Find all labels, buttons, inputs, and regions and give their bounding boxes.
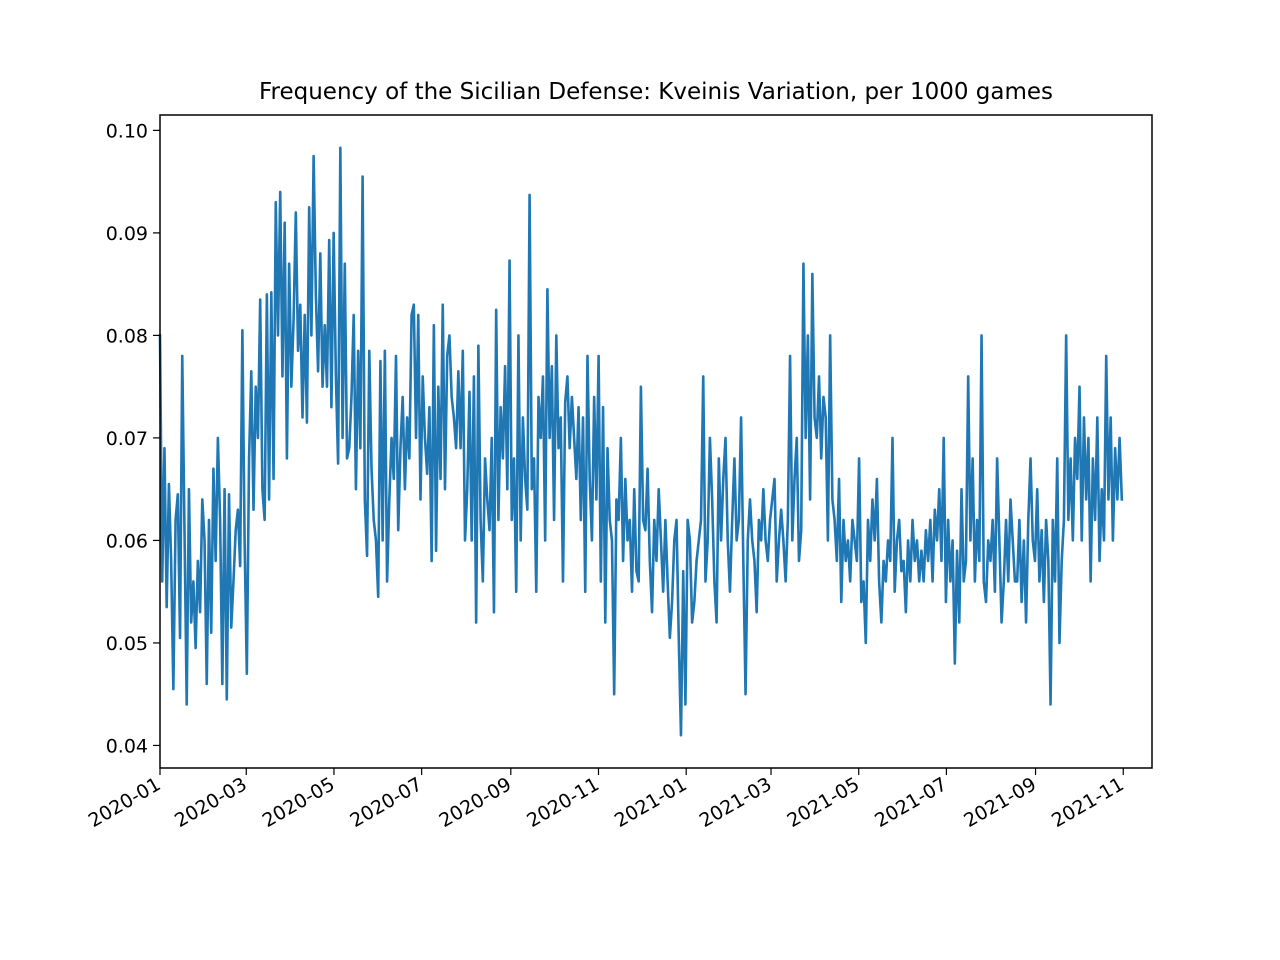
x-tick-label: 2021-07 [871,773,951,832]
x-tick-label: 2021-03 [696,773,776,832]
y-tick-label: 0.09 [106,223,148,245]
x-tick-label: 2021-09 [960,773,1040,832]
x-tick-label: 2021-01 [611,773,691,832]
x-tick-label: 2020-07 [346,773,426,832]
series-layer [158,146,1124,737]
x-tick-label: 2020-03 [171,773,251,832]
plot-background [160,115,1152,768]
x-axis: 2020-01 2020-03 2020-05 2020-07 2020-09 2020-… [85,768,1128,832]
x-tick-label: 2021-11 [1048,773,1128,832]
y-tick-label: 0.07 [106,428,148,450]
chart-title: Frequency of the Sicilian Defense: Kvein… [259,79,1053,105]
y-tick-label: 0.10 [106,120,148,142]
x-tick-label: 2020-01 [85,773,165,832]
y-tick-label: 0.05 [106,633,148,655]
x-tick-label: 2020-05 [259,773,339,832]
plot-frame [159,114,1153,769]
x-tick-label: 2020-09 [436,773,516,832]
y-tick-label: 0.08 [106,325,148,347]
series-line [158,146,1124,737]
y-tick-label: 0.04 [106,735,148,757]
x-tick-label: 2020-11 [523,773,603,832]
y-axis: 0.04 0.05 0.06 0.07 0.08 0.09 0.10 [106,120,160,757]
y-tick-label: 0.06 [106,530,148,552]
x-tick-label: 2021-05 [783,773,863,832]
